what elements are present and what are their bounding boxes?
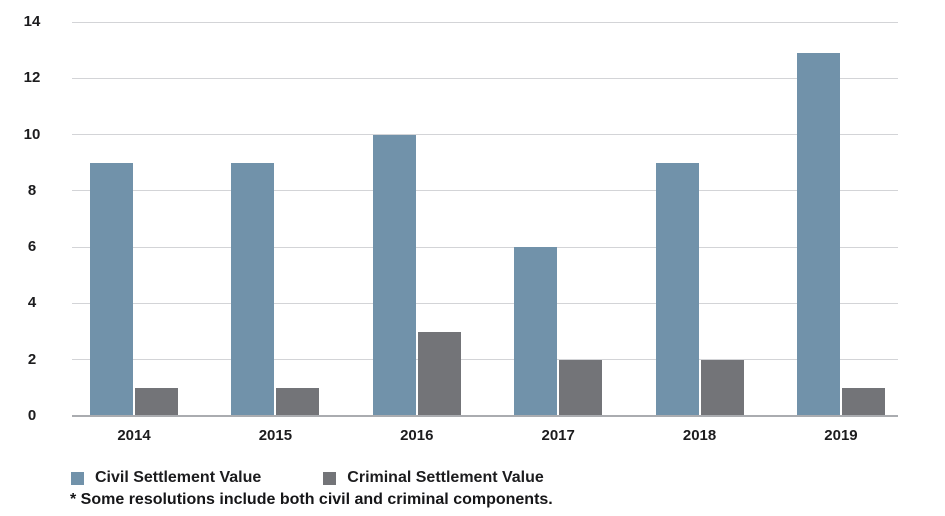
legend-item-criminal: Criminal Settlement Value xyxy=(323,469,544,487)
bar-group-2017 xyxy=(514,247,603,416)
x-tick-label: 2014 xyxy=(117,427,151,444)
x-tick-label: 2015 xyxy=(258,427,293,444)
legend-label: Civil Settlement Value xyxy=(95,469,262,486)
gridline xyxy=(72,359,898,361)
bar-group-2014 xyxy=(90,162,178,416)
gridline xyxy=(72,77,898,79)
bar-group-2019 xyxy=(796,52,885,416)
bar-group-2016 xyxy=(372,134,461,416)
y-axis: 0 2 4 6 8 10 12 14 xyxy=(0,13,64,424)
x-tick-label: 2016 xyxy=(400,427,434,444)
bar-groups xyxy=(72,22,898,416)
x-axis-baseline xyxy=(72,415,898,417)
bar-criminal-2018 xyxy=(700,359,744,416)
x-axis: 2014 2015 2016 2017 2018 2019 xyxy=(72,427,898,444)
bar-civil-2014 xyxy=(90,162,133,416)
bar-civil-2017 xyxy=(514,247,558,416)
gridline xyxy=(72,302,898,304)
bar-civil-2018 xyxy=(655,162,699,416)
bar-group-2018 xyxy=(655,162,744,416)
legend-item-civil: Civil Settlement Value xyxy=(71,469,261,487)
y-tick-label: 6 xyxy=(27,238,37,256)
gridline xyxy=(72,21,898,23)
x-tick-label: 2019 xyxy=(824,427,858,444)
y-tick-label: 12 xyxy=(23,69,41,87)
gridline xyxy=(72,190,898,192)
y-tick-label: 4 xyxy=(27,294,37,312)
bar-criminal-2017 xyxy=(559,359,603,416)
y-tick-label: 8 xyxy=(27,181,37,199)
bar-criminal-2015 xyxy=(276,387,320,416)
legend: Civil Settlement Value Criminal Settlemen… xyxy=(71,469,544,487)
bar-civil-2019 xyxy=(796,52,840,416)
legend-swatch-icon xyxy=(323,471,337,485)
legend-label: Criminal Settlement Value xyxy=(347,469,544,486)
x-tick-label: 2017 xyxy=(541,427,575,444)
plot-area xyxy=(72,21,898,417)
bar-civil-2015 xyxy=(231,162,275,416)
bar-criminal-2016 xyxy=(417,331,461,416)
bar-group-2015 xyxy=(231,162,320,416)
gridline xyxy=(72,246,898,248)
gridline xyxy=(72,134,898,136)
bar-criminal-2014 xyxy=(135,387,178,416)
y-tick-label: 14 xyxy=(23,13,41,30)
y-tick-label: 10 xyxy=(23,125,41,143)
x-tick-label: 2018 xyxy=(682,427,717,444)
y-tick-label: 0 xyxy=(27,407,37,424)
bar-civil-2016 xyxy=(372,134,416,416)
y-tick-label: 2 xyxy=(27,350,37,368)
chart-footnote: * Some resolutions include both civil an… xyxy=(70,491,553,508)
bar-criminal-2019 xyxy=(841,387,885,416)
legend-swatch-icon xyxy=(71,471,84,485)
